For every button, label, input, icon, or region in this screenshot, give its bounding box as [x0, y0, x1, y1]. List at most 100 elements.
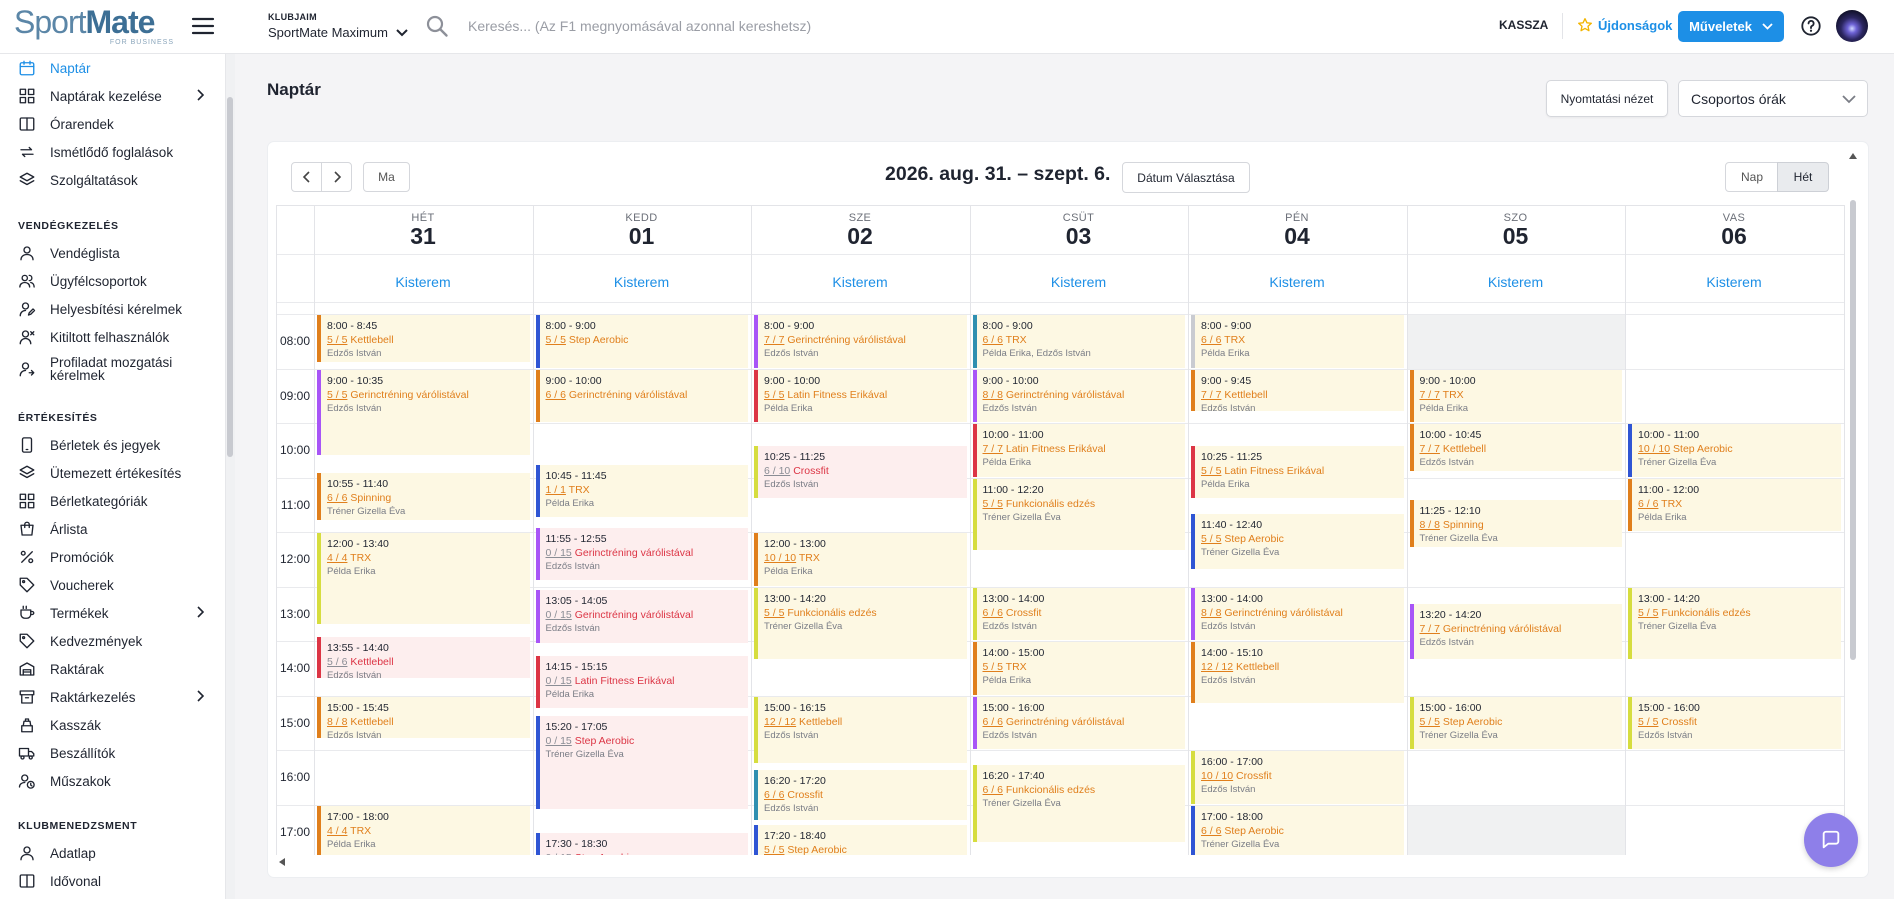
- sidebar-item-voucherek[interactable]: Voucherek: [18, 576, 204, 594]
- calendar-event[interactable]: 10:25 - 11:25 6 / 10 Crossfit Edzős István: [754, 445, 967, 499]
- sidebar-item-utemezett-ertekesites[interactable]: Ütemezett értékesítés: [18, 464, 204, 482]
- search-icon[interactable]: [425, 14, 449, 38]
- sidebar-item-kitiltott-felhasznalok[interactable]: Kitiltott felhasználók: [18, 328, 204, 346]
- search-input[interactable]: [468, 14, 1188, 38]
- calendar-event[interactable]: 13:20 - 14:20 7 / 7 Gerinctréning várólis…: [1409, 603, 1622, 660]
- calendar-event[interactable]: 9:00 - 10:00 6 / 6 Gerinctréning várólist…: [535, 369, 748, 422]
- hamburger-menu-icon[interactable]: [190, 13, 216, 39]
- calendar-event[interactable]: 9:00 - 10:00 7 / 7 TRX Példa Erika: [1409, 369, 1622, 422]
- room-label[interactable]: Kisterem: [613, 274, 670, 290]
- sidebar-scrollbar[interactable]: [227, 97, 233, 457]
- calendar-event[interactable]: 17:00 - 18:00 6 / 6 Step Aerobic Tréner Gi…: [1191, 805, 1404, 855]
- sidebar-item-berletkategoriak[interactable]: Bérletkategóriák: [18, 492, 204, 510]
- scroll-up-arrow-icon[interactable]: [1848, 152, 1858, 160]
- calendar-event[interactable]: 16:20 - 17:40 6 / 6 Funkcionális edzés Tré…: [972, 764, 1185, 842]
- sidebar-item-idovonal[interactable]: Idővonal: [18, 872, 204, 890]
- day-header[interactable]: KEDD 01: [533, 212, 751, 248]
- calendar-event[interactable]: 8:00 - 9:00 6 / 6 TRX Példa Erika, Edzős I…: [972, 315, 1185, 368]
- calendar-type-select[interactable]: Csoportos órák: [1678, 80, 1868, 117]
- calendar-event[interactable]: 8:00 - 9:00 7 / 7 Gerinctréning várólistá…: [754, 315, 967, 368]
- calendar-event[interactable]: 15:00 - 15:45 8 / 8 Kettlebell Edzős Istvá…: [317, 696, 530, 739]
- day-header[interactable]: VAS 06: [1625, 212, 1843, 248]
- sidebar-item-promociok[interactable]: Promóciók: [18, 548, 204, 566]
- today-button[interactable]: Ma: [363, 162, 410, 192]
- calendar-event[interactable]: 17:20 - 18:40 5 / 5 Step Aerobic: [754, 824, 967, 855]
- help-icon[interactable]: [1800, 15, 1822, 37]
- calendar-event[interactable]: 15:00 - 16:00 6 / 6 Gerinctréning várólis…: [972, 696, 1185, 749]
- room-label[interactable]: Kisterem: [832, 274, 888, 290]
- calendar-event[interactable]: 13:00 - 14:20 5 / 5 Funkcionális edzés Tré…: [754, 587, 967, 660]
- calendar-event[interactable]: 10:45 - 11:45 1 / 1 TRX Példa Erika: [535, 464, 748, 518]
- calendar-event[interactable]: 14:15 - 15:15 0 / 15 Latin Fitness Erikáv…: [535, 655, 748, 709]
- calendar-event[interactable]: 17:00 - 18:00 4 / 4 TRX Példa Erika: [317, 805, 530, 855]
- print-view-button[interactable]: Nyomtatási nézet: [1546, 80, 1668, 117]
- sidebar-item-termekek[interactable]: Termékek: [18, 604, 204, 622]
- calendar-event[interactable]: 11:00 - 12:20 5 / 5 Funkcionális edzés Tré…: [972, 478, 1185, 551]
- day-header[interactable]: SZE 02: [751, 212, 969, 248]
- avatar[interactable]: [1836, 10, 1868, 42]
- calendar-event[interactable]: 17:30 - 18:30 0 / 15 Step Aerobic: [535, 832, 748, 855]
- sidebar-item-beszallitok[interactable]: Beszállítók: [18, 744, 204, 762]
- sidebar-item-muszakok[interactable]: Műszakok: [18, 772, 204, 790]
- sidebar-item-helyesbitesi-kerelmek[interactable]: Helyesbítési kérelmek: [18, 300, 204, 318]
- next-week-button[interactable]: [321, 162, 352, 192]
- club-selector[interactable]: KLUBJAIM SportMate Maximum: [268, 12, 408, 40]
- scroll-left-arrow-icon[interactable]: [278, 857, 286, 867]
- calendar-scrollbar[interactable]: [1850, 200, 1856, 660]
- calendar-event[interactable]: 16:00 - 17:00 10 / 10 Crossfit Edzős Istvá…: [1191, 751, 1404, 804]
- room-label[interactable]: Kisterem: [1050, 274, 1107, 290]
- calendar-event[interactable]: 15:00 - 16:00 5 / 5 Crossfit Edzős István: [1628, 696, 1841, 749]
- calendar-event[interactable]: 10:00 - 11:00 10 / 10 Step Aerobic Tréner …: [1628, 424, 1841, 477]
- chat-button[interactable]: [1804, 813, 1858, 867]
- calendar-event[interactable]: 13:55 - 14:40 5 / 6 Kettlebell Edzős Istvá…: [317, 636, 530, 679]
- sidebar-item-arlista[interactable]: Árlista: [18, 520, 204, 538]
- sidebar-item-ugyfelcsoportok[interactable]: Ügyfélcsoportok: [18, 272, 204, 290]
- room-label[interactable]: Kisterem: [1706, 274, 1762, 290]
- calendar-event[interactable]: 10:55 - 11:40 6 / 6 Spinning Tréner Gizell…: [317, 473, 530, 521]
- room-label[interactable]: Kisterem: [395, 274, 451, 290]
- sidebar-item-kedvezmenyek[interactable]: Kedvezmények: [18, 632, 204, 650]
- calendar-event[interactable]: 11:40 - 12:40 5 / 5 Step Aerobic Tréner Gi…: [1191, 513, 1404, 570]
- sidebar-item-vendeglista[interactable]: Vendéglista: [18, 244, 204, 262]
- calendar-event[interactable]: 12:00 - 13:00 10 / 10 TRX Példa Erika: [754, 533, 967, 586]
- calendar-event[interactable]: 11:00 - 12:00 6 / 6 TRX Példa Erika: [1628, 478, 1841, 531]
- sidebar-item-kasszak[interactable]: Kasszák: [18, 716, 204, 734]
- sidebar-item-naptarak-kezelese[interactable]: Naptárak kezelése: [18, 87, 204, 105]
- day-header[interactable]: CSÜT 03: [970, 212, 1188, 248]
- calendar-event[interactable]: 15:20 - 17:05 0 / 15 Step Aerobic Tréner G…: [535, 715, 748, 809]
- news-link[interactable]: Újdonságok: [1577, 17, 1672, 33]
- operations-button[interactable]: Műveletek: [1678, 11, 1784, 42]
- kassza-link[interactable]: KASSZA: [1499, 18, 1549, 32]
- sidebar-item-profiladat-mozgatasi-kerelmek[interactable]: Profiladat mozgatási kérelmek: [18, 356, 204, 382]
- day-header[interactable]: SZO 05: [1407, 212, 1625, 248]
- sidebar-item-ismetlodo-foglalasok[interactable]: Ismétlődő foglalások: [18, 143, 204, 161]
- sidebar-item-raktarkezeles[interactable]: Raktárkezelés: [18, 688, 204, 706]
- calendar-event[interactable]: 16:20 - 17:20 6 / 6 Crossfit Edzős István: [754, 770, 967, 820]
- calendar-event[interactable]: 9:00 - 10:00 5 / 5 Latin Fitness Erikával…: [754, 369, 967, 422]
- room-label[interactable]: Kisterem: [1487, 274, 1544, 290]
- calendar-event[interactable]: 10:00 - 11:00 7 / 7 Latin Fitness Erikáva…: [972, 424, 1185, 477]
- calendar-event[interactable]: 14:00 - 15:10 12 / 12 Kettlebell Edzős Ist…: [1191, 642, 1404, 703]
- date-picker-button[interactable]: Dátum Választása: [1122, 162, 1250, 193]
- calendar-event[interactable]: 10:00 - 10:45 7 / 7 Kettlebell Edzős Istvá…: [1409, 424, 1622, 472]
- day-view-button[interactable]: Nap: [1725, 162, 1779, 192]
- calendar-event[interactable]: 15:00 - 16:00 5 / 5 Step Aerobic Tréner Gi…: [1409, 696, 1622, 749]
- room-label[interactable]: Kisterem: [1269, 274, 1325, 290]
- calendar-event[interactable]: 9:00 - 10:00 8 / 8 Gerinctréning várólist…: [972, 369, 1185, 422]
- week-view-button[interactable]: Hét: [1777, 162, 1829, 192]
- calendar-event[interactable]: 13:00 - 14:20 5 / 5 Funkcionális edzés Tré…: [1628, 587, 1841, 660]
- sidebar-item-orarendek[interactable]: Órarendek: [18, 115, 204, 133]
- calendar-event[interactable]: 9:00 - 9:45 7 / 7 Kettlebell Edzős István: [1191, 369, 1404, 412]
- sidebar-item-naptar[interactable]: Naptár: [18, 59, 204, 77]
- sidebar-item-adatlap[interactable]: Adatlap: [18, 844, 204, 862]
- day-header[interactable]: PÉN 04: [1188, 212, 1406, 248]
- calendar-event[interactable]: 14:00 - 15:00 5 / 5 TRX Példa Erika: [972, 642, 1185, 695]
- calendar-event[interactable]: 11:25 - 12:10 8 / 8 Spinning Tréner Gizell…: [1409, 500, 1622, 548]
- calendar-event[interactable]: 8:00 - 9:00 5 / 5 Step Aerobic: [535, 315, 748, 368]
- day-header[interactable]: HÉT 31: [314, 212, 532, 248]
- sidebar-item-raktarak[interactable]: Raktárak: [18, 660, 204, 678]
- sportmate-logo[interactable]: SportMate FOR BUSINESS: [14, 4, 174, 46]
- calendar-event[interactable]: 8:00 - 9:00 6 / 6 TRX Példa Erika: [1191, 315, 1404, 368]
- sidebar-item-szolgaltatasok[interactable]: Szolgáltatások: [18, 171, 204, 189]
- calendar-event[interactable]: 12:00 - 13:40 4 / 4 TRX Példa Erika: [317, 533, 530, 624]
